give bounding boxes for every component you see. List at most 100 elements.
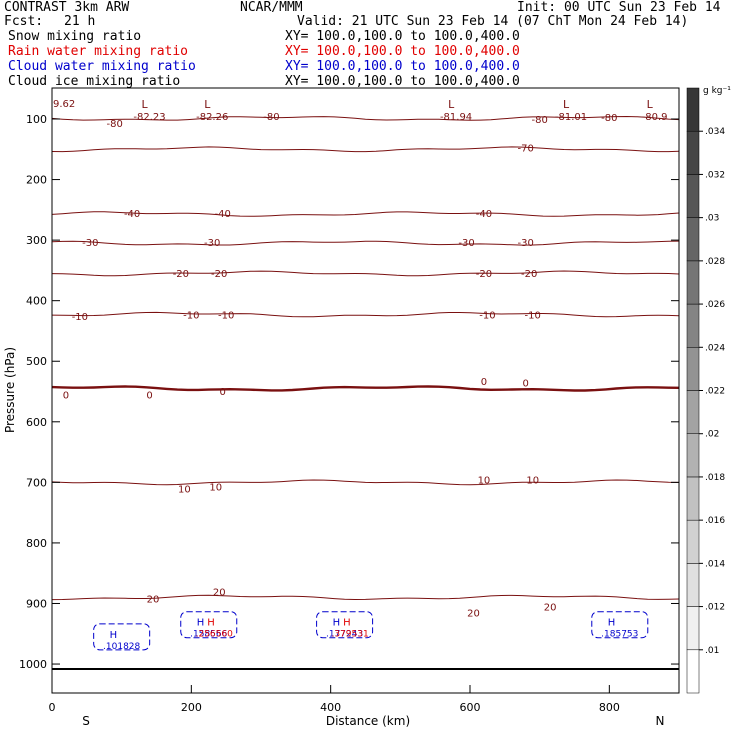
colorbar-cell: [686, 174, 700, 218]
extrema-markers: L-82.23L-82.26L-81.94L-81.01L-80.9: [133, 98, 667, 123]
y-tick-label: 1000: [19, 658, 47, 671]
x-tick-label: 400: [320, 701, 341, 714]
colorbar-cell: [686, 347, 700, 391]
contour-label: -80: [263, 112, 279, 123]
cloud-water-contour: [180, 611, 238, 639]
isotherm--20: [51, 270, 680, 277]
contour-label: 20: [467, 609, 480, 620]
temperature-contour-labels: -80 -80 -80 -80 -70 -40 -40 -40 -30 -30 -30 -30 -20 -…: [63, 112, 618, 620]
contour-label: -10: [525, 311, 541, 322]
temperature-contours: [51, 115, 680, 601]
low-symbol: L: [647, 98, 654, 111]
cloud-water-max-symbol: H: [110, 630, 118, 641]
contour-label: 20: [213, 587, 226, 598]
cloud-water-contours: H.101828H.158566H.177243H.185753H.256560…: [93, 611, 649, 652]
colorbar-label: .014: [705, 559, 725, 569]
colorbar-label: .026: [705, 300, 725, 310]
cloud-water-max-symbol: H: [197, 618, 205, 629]
colorbar-label: .032: [705, 170, 725, 180]
rain-max-value: .256560: [196, 630, 233, 640]
field-snow-name: Snow mixing ratio: [8, 29, 142, 44]
contour-label: -40: [124, 209, 140, 220]
colorbar-label: .028: [705, 257, 725, 267]
field-cloudice-xy: XY= 100.0,100.0 to 100.0,400.0: [285, 74, 520, 89]
y-tick-label: 400: [26, 295, 47, 308]
y-tick-label: 100: [26, 113, 47, 126]
contour-label: 20: [544, 603, 557, 614]
contour-label: -30: [204, 238, 220, 249]
rain-max-symbol: H: [343, 618, 351, 629]
contour-label: -80: [107, 119, 123, 130]
isotherm--10: [51, 311, 680, 318]
contour-label: -20: [211, 269, 227, 280]
colorbar-label: .01: [705, 646, 719, 656]
plot-frame: [51, 87, 680, 694]
contour-label: -30: [518, 238, 534, 249]
y-tick-label: 800: [26, 537, 47, 550]
contour-label: -40: [476, 209, 492, 220]
contour-label: -30: [82, 238, 98, 249]
isotherm-20: [51, 594, 680, 601]
contour-label: 0: [481, 377, 487, 388]
colorbar-cell: [686, 87, 700, 132]
x-tick-label: 0: [49, 701, 56, 714]
colorbar-label: .02: [705, 430, 719, 440]
low-symbol: L: [142, 98, 149, 111]
low-symbol: L: [448, 98, 455, 111]
contour-label: -10: [72, 312, 88, 323]
isotherm--70: [51, 146, 680, 153]
rain-max-symbol: H: [207, 618, 215, 629]
low-symbol: L: [204, 98, 211, 111]
contour-label: 10: [478, 475, 491, 486]
low-value: -81.01: [555, 112, 587, 123]
low-symbol: L: [563, 98, 570, 111]
colorbar-cell: [686, 130, 700, 175]
x-tick-label: 600: [460, 701, 481, 714]
contour-label: -10: [183, 311, 199, 322]
contour-label: 10: [209, 483, 222, 494]
cloud-water-contour: [93, 623, 151, 651]
contour-label: -20: [173, 269, 189, 280]
field-cloudwater-xy: XY= 100.0,100.0 to 100.0,400.0: [285, 59, 520, 74]
contour-label: 10: [178, 484, 191, 495]
colorbar-label: .012: [705, 603, 725, 613]
y-axis-label: Pressure (hPa): [3, 347, 17, 433]
low-value: -82.26: [196, 112, 228, 123]
y-tick-label: 500: [26, 355, 47, 368]
colorbar-cell: [686, 433, 700, 478]
cloud-water-max-symbol: H: [333, 618, 341, 629]
colorbar-cell: [686, 303, 700, 348]
cloud-water-max-value: .185753: [601, 630, 638, 640]
contour-label: -20: [476, 269, 492, 280]
x-axis-label: Distance (km): [326, 714, 410, 728]
colorbar-cell: [686, 217, 700, 262]
low-value: -82.23: [133, 112, 165, 123]
cloud-water-max-value: .177243: [326, 630, 363, 640]
contour-label: -80: [531, 115, 547, 126]
colorbar-cell: [686, 519, 700, 564]
contour-label: 10: [526, 475, 539, 486]
contour-label: -20: [521, 269, 537, 280]
forecast-value: 21 h: [64, 14, 96, 29]
colorbar-label: .016: [705, 516, 725, 526]
isotherm--30: [51, 240, 680, 246]
contour-label: 0: [146, 391, 152, 402]
valid-time: Valid: 21 UTC Sun 23 Feb 14 (07 ChT Mon …: [297, 14, 689, 29]
cloud-water-max-symbol: H: [608, 618, 616, 629]
colorbar-cell: [686, 476, 700, 521]
cloud-water-max-value: .101828: [103, 642, 140, 652]
colorbar-unit: g kg⁻¹: [703, 86, 731, 96]
colorbar-label: .024: [705, 343, 725, 353]
x-axis: 0 200 400 600 800: [49, 685, 620, 714]
colorbar-cell: [686, 260, 700, 305]
colorbar-cell: [686, 563, 700, 607]
contour-label: 0: [63, 391, 69, 402]
colorbar-cell: [686, 390, 700, 434]
model-title: CONTRAST 3km ARW: [4, 0, 130, 15]
colorbar-label: .022: [705, 387, 725, 397]
y-tick-label: 700: [26, 476, 47, 489]
low-value: -81.94: [440, 112, 472, 123]
y-tick-label: 600: [26, 416, 47, 429]
field-rain-xy: XY= 100.0,100.0 to 100.0,400.0: [285, 44, 520, 59]
